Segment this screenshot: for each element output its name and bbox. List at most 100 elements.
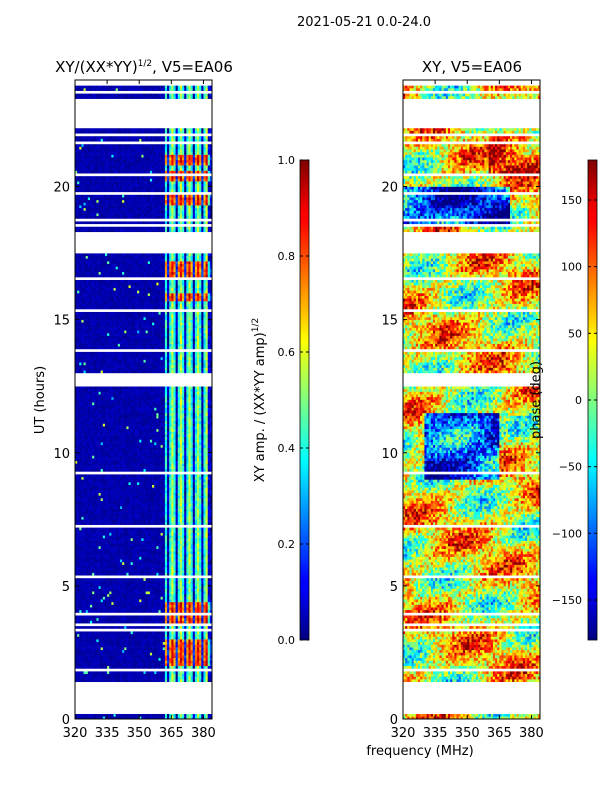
amplitude-cell (85, 463, 89, 467)
amplitude-cell (92, 609, 95, 613)
amplitude-cell (143, 551, 146, 555)
amplitude-cell (164, 561, 168, 565)
amplitude-cell (179, 519, 183, 523)
amplitude-cell (179, 537, 183, 541)
amplitude-cell (87, 498, 91, 501)
amplitude-cell (152, 580, 155, 584)
amplitude-cell (87, 519, 91, 523)
amplitude-cell (147, 463, 151, 467)
amplitude-cell (81, 601, 84, 605)
amplitude-cell (83, 593, 87, 597)
amplitude-cell (149, 679, 153, 683)
amplitude-cell (194, 500, 198, 504)
amplitude-cell (104, 527, 108, 531)
amplitude-cell (175, 532, 179, 536)
amplitude-cell (160, 559, 164, 563)
amplitude-cell (164, 506, 168, 509)
amplitude-cell (113, 607, 116, 611)
amplitude-cell (194, 588, 198, 592)
amplitude-cell (100, 548, 104, 552)
amplitude-cell (139, 585, 142, 589)
amplitude-cell (164, 593, 168, 597)
amplitude-cell (115, 572, 119, 576)
amplitude-cell (130, 567, 134, 571)
amplitude-cell (192, 476, 196, 480)
amplitude-cell (197, 649, 200, 653)
amplitude-cell (188, 671, 191, 675)
amplitude-cell (179, 532, 183, 536)
amplitude-cell (192, 671, 196, 675)
amplitude-cell (203, 513, 206, 517)
amplitude-cell (109, 513, 112, 517)
amplitude-cell (186, 545, 189, 549)
amplitude-cell (92, 577, 95, 581)
amplitude-cell (96, 482, 99, 485)
amplitude-cell (201, 564, 204, 568)
amplitude-cell (186, 527, 189, 531)
amplitude-cell (177, 633, 181, 637)
amplitude-cell (207, 601, 211, 605)
amplitude-cell (85, 636, 89, 640)
amplitude-cell (128, 577, 131, 581)
amplitude-cell (134, 498, 138, 501)
amplitude-cell (154, 671, 157, 675)
amplitude-cell (201, 508, 204, 512)
amplitude-cell (152, 513, 155, 517)
amplitude-cell (79, 596, 82, 600)
amplitude-cell (186, 537, 189, 541)
amplitude-cell (209, 583, 213, 587)
amplitude-cell (89, 655, 93, 659)
amplitude-cell (137, 556, 140, 560)
amplitude-cell (79, 521, 82, 525)
amplitude-cell (173, 487, 176, 491)
amplitude-cell (158, 585, 161, 589)
amplitude-cell (160, 556, 164, 560)
amplitude-cell (92, 503, 95, 507)
amplitude-cell (132, 468, 136, 472)
amplitude-cell (207, 615, 211, 619)
amplitude-cell (104, 484, 108, 488)
amplitude-cell (177, 506, 181, 509)
amplitude-cell (173, 519, 176, 523)
amplitude-cell (115, 649, 119, 653)
amplitude-cell (98, 479, 101, 483)
amplitude-cell (85, 511, 89, 515)
amplitude-cell (201, 660, 204, 664)
amplitude-cell (186, 673, 189, 677)
amplitude-cell (75, 631, 78, 635)
amplitude-cell (141, 671, 144, 675)
amplitude-cell (188, 639, 191, 643)
amplitude-cell (128, 495, 131, 499)
amplitude-cell (89, 679, 93, 683)
amplitude-cell (89, 543, 93, 547)
amplitude-cell (162, 535, 166, 539)
amplitude-cell (177, 652, 181, 656)
amplitude-cell (137, 673, 140, 677)
amplitude-cell (188, 673, 191, 677)
amplitude-cell (109, 495, 112, 499)
amplitude-cell (169, 585, 172, 589)
amplitude-cell (89, 559, 93, 563)
amplitude-cell (139, 639, 142, 643)
amplitude-cell (128, 460, 131, 464)
amplitude-cell (201, 527, 204, 531)
amplitude-cell (201, 543, 204, 547)
amplitude-cell (160, 468, 164, 472)
amplitude-cell (92, 466, 95, 470)
amplitude-cell (139, 588, 142, 592)
amplitude-cell (130, 521, 134, 525)
amplitude-cell (115, 548, 119, 552)
amplitude-cell (85, 665, 89, 669)
amplitude-cell (75, 633, 78, 637)
amplitude-cell (164, 607, 168, 611)
amplitude-cell (126, 474, 129, 478)
amplitude-cell (209, 516, 213, 520)
amplitude-cell (182, 596, 185, 600)
amplitude-cell (147, 503, 151, 507)
amplitude-cell (102, 617, 106, 621)
amplitude-cell (177, 604, 181, 608)
amplitude-cell (160, 607, 164, 611)
amplitude-cell (134, 535, 138, 539)
amplitude-cell (107, 503, 110, 507)
amplitude-cell (177, 543, 181, 547)
